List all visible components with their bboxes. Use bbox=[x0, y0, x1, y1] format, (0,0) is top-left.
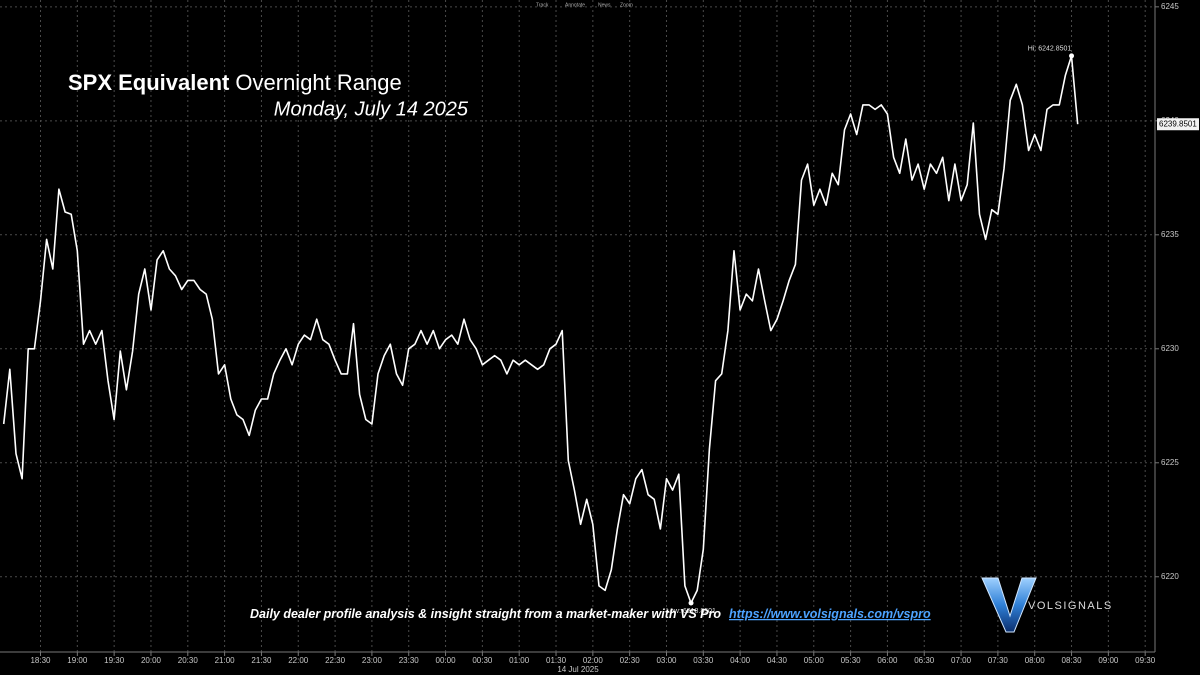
x-tick-label: 04:00 bbox=[730, 656, 751, 665]
low-label: Low: 6218.8501 bbox=[666, 608, 716, 615]
high-marker bbox=[1069, 53, 1075, 59]
footer: Daily dealer profile analysis & insight … bbox=[250, 607, 931, 621]
toolbar-item[interactable]: Zoom bbox=[620, 2, 633, 8]
toolbar-item[interactable]: News bbox=[598, 2, 611, 8]
x-tick-label: 20:30 bbox=[178, 656, 199, 665]
x-tick-label: 05:00 bbox=[804, 656, 825, 665]
footer-text: Daily dealer profile analysis & insight … bbox=[250, 607, 721, 621]
x-tick-label: 22:30 bbox=[325, 656, 346, 665]
chart-title: SPX Equivalent Overnight Range bbox=[68, 70, 402, 95]
grid-layer bbox=[0, 0, 1155, 652]
y-tick-label: 6230 bbox=[1161, 344, 1179, 353]
x-tick-label: 07:00 bbox=[951, 656, 972, 665]
x-tick-label: 03:30 bbox=[693, 656, 714, 665]
price-line bbox=[2, 55, 1079, 604]
x-tick-label: 20:00 bbox=[141, 656, 162, 665]
x-tick-label: 23:00 bbox=[362, 656, 383, 665]
low-marker bbox=[688, 600, 694, 606]
x-tick-label: 01:30 bbox=[546, 656, 567, 665]
x-tick-label: 23:30 bbox=[399, 656, 420, 665]
toolbar-item[interactable]: Track bbox=[536, 2, 549, 8]
x-tick-label: 07:30 bbox=[988, 656, 1009, 665]
chart-subtitle: Monday, July 14 2025 bbox=[274, 98, 469, 120]
x-tick-label: 18:30 bbox=[30, 656, 51, 665]
last-price-label: 6239.8501 bbox=[1159, 119, 1197, 128]
logo-text: VOLSIGNALS bbox=[1028, 600, 1113, 612]
chart-title-bold: SPX Equivalent bbox=[68, 70, 230, 95]
x-tick-label: 00:30 bbox=[472, 656, 493, 665]
footer-link[interactable]: https://www.volsignals.com/vspro bbox=[729, 607, 931, 621]
x-tick-label: 06:30 bbox=[914, 656, 935, 665]
x-tick-label: 19:00 bbox=[67, 656, 88, 665]
x-tick-label: 02:30 bbox=[620, 656, 641, 665]
x-tick-label: 22:00 bbox=[288, 656, 309, 665]
toolbar: Track Annotate News Zoom bbox=[536, 2, 633, 8]
x-tick-label: 19:30 bbox=[104, 656, 125, 665]
date-label: 14 Jul 2025 bbox=[557, 665, 599, 674]
x-tick-label: 08:30 bbox=[1062, 656, 1083, 665]
x-tick-label: 03:00 bbox=[656, 656, 677, 665]
x-tick-label: 00:00 bbox=[436, 656, 457, 665]
x-tick-label: 02:00 bbox=[583, 656, 604, 665]
y-tick-label: 6225 bbox=[1161, 458, 1179, 467]
x-tick-label: 05:30 bbox=[841, 656, 862, 665]
chart-title-rest: Overnight Range bbox=[235, 70, 401, 95]
y-tick-label: 6245 bbox=[1161, 2, 1179, 11]
high-label: Hi: 6242.8501 bbox=[1028, 46, 1072, 53]
logo: VOLSIGNALS bbox=[981, 577, 1113, 633]
x-tick-label: 06:00 bbox=[877, 656, 898, 665]
x-tick-label: 04:30 bbox=[767, 656, 788, 665]
x-tick-label: 09:30 bbox=[1135, 656, 1156, 665]
logo-mark bbox=[981, 577, 1037, 633]
y-tick-label: 6235 bbox=[1161, 230, 1179, 239]
toolbar-item[interactable]: Annotate bbox=[565, 2, 585, 8]
x-tick-label: 21:00 bbox=[215, 656, 236, 665]
x-tick-label: 01:00 bbox=[509, 656, 530, 665]
last-price-box bbox=[1157, 118, 1199, 131]
data-layer: Hi: 6242.8501 Low: 6218.8501 bbox=[2, 46, 1079, 615]
x-tick-label: 21:30 bbox=[251, 656, 272, 665]
y-tick-label: 6220 bbox=[1161, 572, 1179, 581]
x-tick-label: 08:00 bbox=[1025, 656, 1046, 665]
x-tick-label: 09:00 bbox=[1098, 656, 1119, 665]
